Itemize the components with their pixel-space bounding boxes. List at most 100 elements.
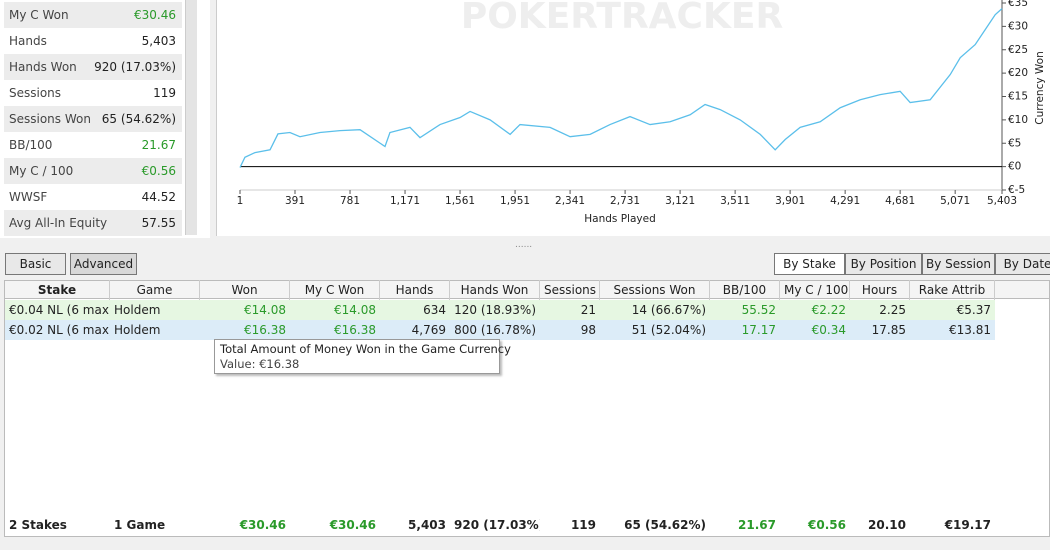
x-tick-label: 1,951 (500, 195, 530, 207)
x-tick-label: 1 (237, 195, 244, 207)
table-cell: €30.46 (329, 518, 376, 532)
column-header[interactable]: Sessions (540, 280, 600, 300)
tab[interactable]: By Date (995, 253, 1050, 275)
splitter[interactable]: ...... (515, 240, 533, 250)
stat-label: My C / 100 (9, 164, 74, 178)
y-tick-label: €10 (1008, 114, 1028, 126)
table-cell: 20.10 (868, 518, 906, 532)
table-row (5, 515, 995, 535)
table-cell: 120 (18.93%) (454, 303, 536, 317)
table-cell: €13.81 (949, 323, 991, 337)
tab[interactable]: By Stake (774, 253, 845, 275)
stat-value: €0.56 (141, 164, 176, 178)
table-cell: €16.38 (334, 323, 376, 337)
stat-value: 920 (17.03%) (94, 60, 176, 74)
x-axis-title: Hands Played (584, 213, 655, 225)
stat-row (4, 210, 182, 236)
column-header[interactable]: Hands Won (450, 280, 540, 300)
y-tick-label: €35 (1008, 0, 1028, 9)
tab[interactable]: By Position (845, 253, 922, 275)
x-tick-label: 2,731 (610, 195, 640, 207)
y-tick-label: €-5 (1008, 184, 1025, 196)
stat-value: 65 (54.62%) (101, 112, 176, 126)
column-header[interactable]: Sessions Won (600, 280, 710, 300)
table-cell: 21 (580, 303, 596, 317)
table-cell: €16.38 (244, 323, 286, 337)
stat-row (4, 106, 182, 132)
stat-value: 21.67 (141, 138, 176, 152)
stat-label: BB/100 (9, 138, 53, 152)
chart: POKERTRACKER Hands Played Currency Won €… (237, 0, 1046, 225)
y-tick-label: €0 (1008, 161, 1021, 173)
stat-label: Sessions Won (9, 112, 91, 126)
table-cell: €19.17 (944, 518, 991, 532)
column-header[interactable]: My C Won (290, 280, 380, 300)
table-cell: €14.08 (334, 303, 376, 317)
stat-value: 44.52 (141, 190, 176, 204)
table-cell: 634 (423, 303, 446, 317)
table-cell: 17.85 (871, 323, 906, 337)
column-header[interactable]: Rake Attrib (910, 280, 995, 300)
column-header[interactable]: Hours (850, 280, 910, 300)
table-row (5, 300, 995, 320)
y-tick-label: €5 (1008, 137, 1021, 149)
scrollbar[interactable] (185, 0, 197, 235)
x-tick-label: 4,291 (830, 195, 860, 207)
column-header[interactable]: BB/100 (710, 280, 780, 300)
y-tick-label: €30 (1008, 20, 1028, 32)
table-cell: Holdem (114, 323, 161, 337)
table-cell: 14 (66.67%) (631, 303, 706, 317)
stat-label: Avg All-In Equity (9, 216, 108, 230)
table-cell: 17.17 (741, 323, 776, 337)
table-cell: 119 (570, 518, 596, 532)
table-cell: 800 (16.78%) (454, 323, 536, 337)
y-tick-label: €25 (1008, 44, 1028, 56)
stat-label: Hands Won (9, 60, 77, 74)
table-cell: €0.02 NL (6 max) (9, 323, 110, 337)
table-cell: 920 (17.03%) (454, 518, 540, 532)
tab[interactable]: Basic (5, 253, 66, 275)
y-axis-title: Currency Won (1034, 51, 1046, 125)
y-tick-label: €15 (1008, 91, 1028, 103)
x-tick-label: 4,681 (885, 195, 915, 207)
table-cell: 2.25 (879, 303, 906, 317)
stat-value: 57.55 (141, 216, 176, 230)
stat-value: €30.46 (134, 8, 176, 22)
stat-value: 5,403 (141, 34, 176, 48)
x-tick-label: 1,561 (445, 195, 475, 207)
stat-label: Hands (9, 34, 47, 48)
table-cell: €2.22 (811, 303, 846, 317)
tab[interactable]: Advanced (70, 253, 137, 275)
table-cell: 1 Game (114, 518, 166, 532)
table-cell: €0.04 NL (6 max) (9, 303, 110, 317)
stat-row (4, 28, 182, 54)
column-header[interactable]: Won (200, 280, 290, 300)
x-tick-label: 391 (285, 195, 305, 207)
stat-row (4, 184, 182, 210)
table-cell: €0.56 (808, 518, 846, 532)
x-tick-label: 1,171 (390, 195, 420, 207)
column-header[interactable]: Stake (5, 280, 110, 300)
table-cell: Holdem (114, 303, 161, 317)
table-cell: 5,403 (408, 518, 446, 532)
stat-label: My C Won (9, 8, 69, 22)
y-tick-label: €20 (1008, 67, 1028, 79)
column-header[interactable]: Game (110, 280, 200, 300)
stat-value: 119 (153, 86, 176, 100)
tooltip: Total Amount of Money Won in the Game Cu… (214, 339, 511, 374)
stat-label: WWSF (9, 190, 48, 204)
tab[interactable]: By Session (922, 253, 995, 275)
column-header[interactable]: Hands (380, 280, 450, 300)
x-tick-label: 3,511 (720, 195, 750, 207)
x-tick-label: 5,403 (987, 195, 1017, 207)
tooltip-title: Total Amount of Money Won in the Game Cu… (220, 342, 511, 356)
column-header[interactable]: My C / 100 (780, 280, 850, 300)
table-cell: 55.52 (741, 303, 776, 317)
stat-row (4, 54, 182, 80)
watermark: POKERTRACKER (461, 0, 783, 37)
stat-row (4, 2, 182, 28)
stat-row (4, 132, 182, 158)
table-cell: €14.08 (244, 303, 286, 317)
table-cell: €5.37 (956, 303, 991, 317)
stat-row (4, 80, 182, 106)
